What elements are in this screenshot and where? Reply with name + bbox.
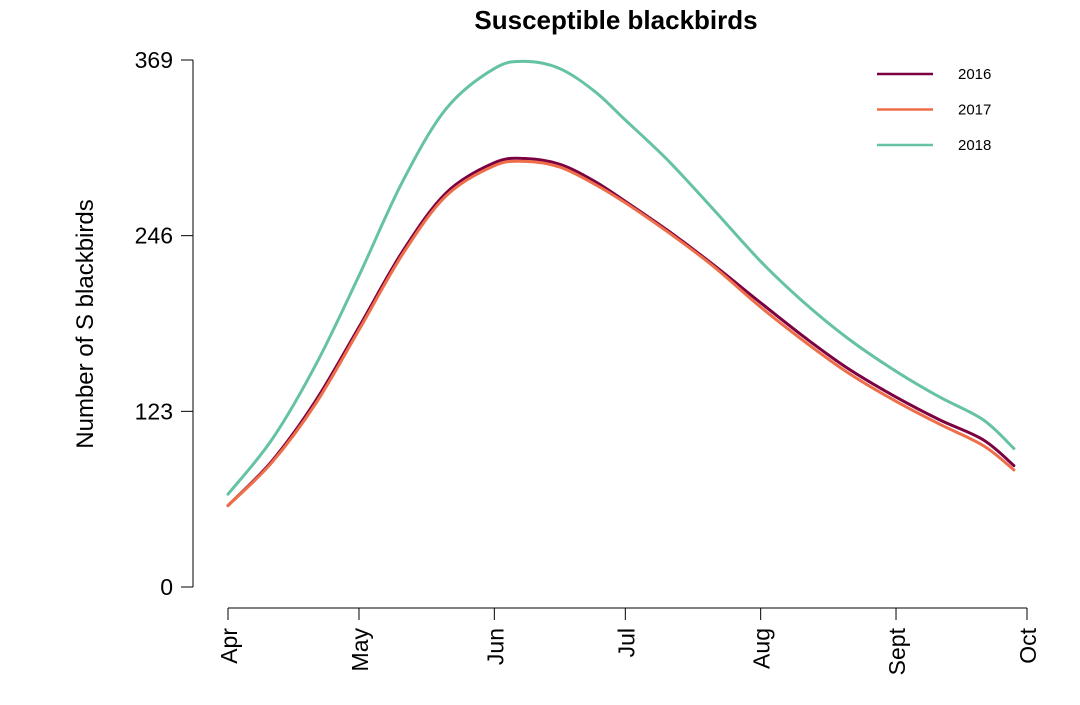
x-tick-label: May	[347, 628, 373, 672]
x-tick-label: Sept	[884, 627, 910, 675]
x-tick-label: Aug	[749, 628, 775, 669]
x-tick-label: Oct	[1015, 627, 1041, 663]
chart-title: Susceptible blackbirds	[474, 5, 757, 35]
series-group	[226, 59, 1016, 508]
series-line-2018	[226, 59, 1016, 496]
legend-label-2018: 2018	[958, 137, 991, 154]
x-tick-label: Jun	[482, 628, 508, 665]
y-tick-label: 0	[160, 574, 173, 600]
y-tick-label: 369	[135, 47, 173, 73]
x-tick-label: Apr	[216, 628, 242, 664]
series-line-2017	[226, 159, 1016, 508]
x-tick-label: Jul	[613, 628, 639, 657]
series-line-2016	[226, 156, 1016, 508]
x-axis: Apr May Jun Jul Aug Sept Oct	[216, 607, 1041, 675]
y-tick-label: 123	[135, 398, 173, 424]
y-tick-label: 246	[135, 223, 173, 249]
y-axis-title: Number of S blackbirds	[72, 199, 99, 448]
legend-label-2016: 2016	[958, 66, 991, 83]
y-axis: 0 123 246 369	[135, 47, 194, 600]
legend: 2016 2017 2018	[877, 66, 991, 154]
legend-label-2017: 2017	[958, 102, 991, 119]
